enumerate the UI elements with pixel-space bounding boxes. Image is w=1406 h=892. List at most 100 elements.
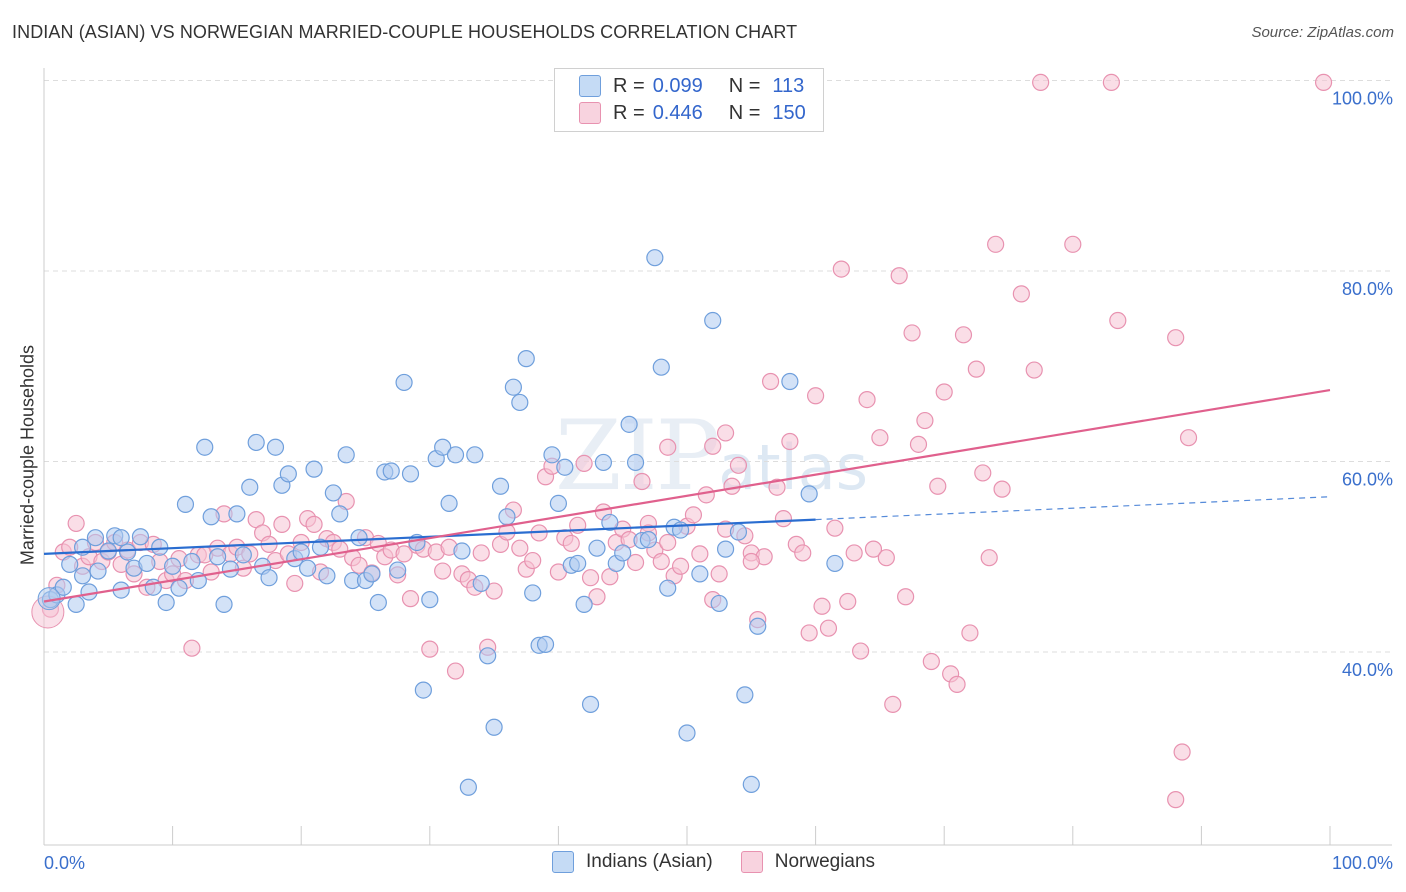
indians-asian-point — [440, 494, 458, 513]
indians-asian-point — [382, 462, 400, 480]
norwegians-point — [1102, 73, 1120, 92]
norwegians-point — [852, 642, 870, 660]
norwegians-point — [524, 551, 542, 570]
norwegians-point — [819, 619, 838, 637]
indians-asian-point — [678, 724, 696, 742]
series-swatch-pink — [740, 851, 763, 873]
norwegians-point — [704, 437, 722, 455]
indians-asian-point — [247, 433, 265, 452]
norwegians-point — [434, 562, 452, 580]
norwegians-point — [1179, 429, 1198, 447]
norwegians-point — [305, 515, 323, 533]
indians-asian-point — [781, 372, 799, 391]
indians-asian-point — [549, 494, 568, 513]
indians-asian-point — [80, 583, 98, 601]
indians-asian-point — [401, 465, 420, 483]
indians-asian-point — [524, 584, 542, 602]
indians-asian-point — [324, 484, 342, 502]
indians-asian-point — [350, 529, 368, 547]
indians-asian-point — [485, 718, 503, 736]
y-tick-label: 80.0% — [1342, 279, 1393, 299]
norwegians-point — [273, 515, 291, 533]
indians-asian-point — [266, 438, 285, 456]
norwegians-point — [929, 477, 947, 495]
norwegians-point — [774, 510, 793, 528]
indians-asian-point — [157, 593, 175, 612]
indians-asian-point — [639, 531, 658, 549]
norwegians-point — [884, 695, 902, 713]
legend-n-value: 113 — [772, 74, 805, 97]
series-legend-norwegians[interactable]: Norwegians — [740, 851, 875, 873]
series-legend-indians[interactable]: Indians (Asian) — [552, 851, 713, 873]
norwegians-point — [890, 267, 908, 285]
indians-asian-point — [704, 311, 722, 330]
indians-asian-point — [54, 578, 72, 596]
indians-asian-point — [652, 358, 670, 376]
series-legend: Indians (Asian) Norwegians — [552, 851, 903, 873]
norwegians-point — [626, 553, 645, 572]
legend-n-label: N = — [728, 101, 761, 124]
norwegians-point — [1109, 311, 1127, 330]
indians-asian-point — [581, 695, 600, 713]
correlation-legend: R = 0.099 N = 113 R = 0.446 N = 150 — [554, 68, 824, 132]
indians-asian-point — [215, 595, 233, 613]
norwegians-point — [395, 545, 413, 563]
norwegians-points — [31, 73, 1333, 809]
norwegians-point — [575, 454, 593, 473]
indians-asian-point — [228, 505, 246, 523]
norwegians-point — [581, 569, 600, 587]
norwegians-point — [993, 480, 1011, 498]
norwegians-point — [562, 534, 580, 553]
indians-asian-points — [37, 249, 844, 796]
indians-asian-point — [479, 647, 497, 665]
indians-asian-point — [716, 540, 735, 558]
indians-asian-point — [89, 562, 107, 580]
indians-asian-point — [112, 529, 130, 547]
norwegians-point — [858, 390, 876, 409]
norwegians-point — [691, 545, 709, 563]
indians-asian-point — [614, 544, 632, 562]
norwegians-point — [723, 477, 741, 495]
indians-asian-point — [826, 554, 844, 573]
indians-asian-point — [337, 446, 355, 464]
indians-asian-point — [511, 393, 529, 412]
indians-asian-point — [620, 415, 638, 433]
indians-asian-point — [729, 523, 748, 541]
norwegians-point — [1167, 329, 1185, 347]
indians-asian-point — [363, 565, 381, 583]
norwegians-point — [864, 540, 883, 558]
norwegians-point — [1064, 235, 1082, 253]
norwegians-point — [871, 429, 889, 447]
norwegians-point — [1314, 73, 1333, 92]
legend-r-label: R = — [613, 74, 645, 97]
norwegians-point — [761, 372, 780, 391]
legend-n-value: 150 — [772, 101, 806, 124]
norwegians-point — [671, 557, 690, 575]
indians-asian-point — [118, 543, 137, 561]
indians-asian-point — [86, 529, 105, 547]
indians-asian-point — [331, 505, 349, 523]
indians-asian-point — [73, 567, 92, 585]
indians-asian-point — [659, 579, 677, 597]
indians-asian-point — [421, 591, 439, 609]
indians-asian-point — [138, 554, 156, 573]
indians-asian-point — [691, 565, 709, 583]
indians-asian-point — [472, 574, 490, 593]
norwegians-point — [800, 624, 818, 642]
indians-asian-point — [491, 477, 510, 495]
legend-row-norwegians: R = 0.446 N = 150 — [579, 100, 806, 126]
norwegians-point — [935, 383, 953, 401]
legend-swatch-pink — [579, 102, 601, 124]
indians-asian-point — [395, 373, 413, 392]
norwegians-point — [897, 588, 915, 606]
indians-asian-point — [569, 554, 587, 573]
indians-asian-point — [176, 495, 195, 513]
y-tick-label: 100.0% — [1332, 89, 1393, 109]
norwegians-point — [974, 464, 992, 482]
norwegians-point — [350, 556, 368, 574]
indians-asian-point — [183, 552, 201, 571]
norwegians-point — [421, 640, 439, 658]
indians-asian-point — [299, 559, 317, 577]
indians-asian-point — [234, 546, 252, 564]
norwegians-point — [916, 411, 934, 430]
